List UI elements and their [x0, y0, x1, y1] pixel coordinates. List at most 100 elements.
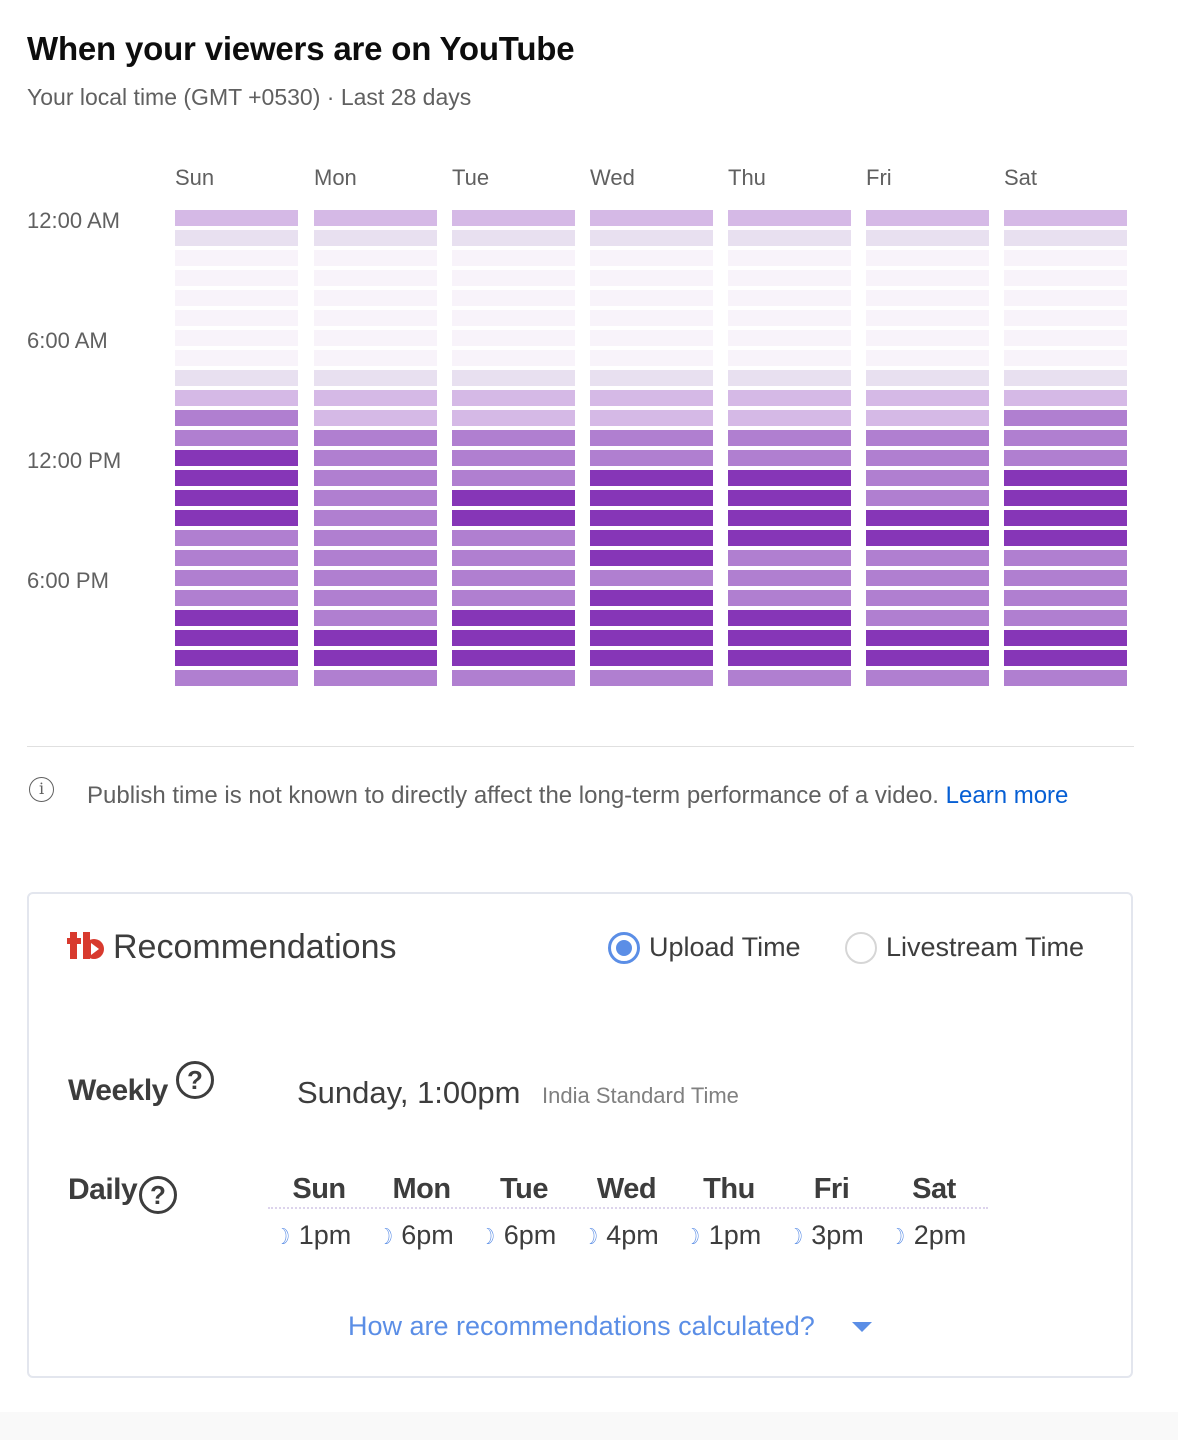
upload-time-label[interactable]: Upload Time [649, 932, 801, 962]
heatmap-cell[interactable] [590, 510, 713, 526]
heatmap-cell[interactable] [728, 450, 851, 466]
heatmap-cell[interactable] [866, 550, 989, 566]
heatmap-cell[interactable] [452, 630, 575, 646]
heatmap-cell[interactable] [590, 650, 713, 666]
heatmap-cell[interactable] [452, 470, 575, 486]
heatmap-cell[interactable] [590, 570, 713, 586]
heatmap-cell[interactable] [314, 330, 437, 346]
heatmap-cell[interactable] [590, 250, 713, 266]
heatmap-cell[interactable] [728, 510, 851, 526]
heatmap-cell[interactable] [452, 390, 575, 406]
heatmap-cell[interactable] [728, 630, 851, 646]
heatmap-cell[interactable] [1004, 550, 1127, 566]
heatmap-cell[interactable] [175, 370, 298, 386]
heatmap-cell[interactable] [452, 670, 575, 686]
heatmap-cell[interactable] [175, 550, 298, 566]
heatmap-cell[interactable] [1004, 430, 1127, 446]
heatmap-cell[interactable] [866, 210, 989, 226]
heatmap-cell[interactable] [1004, 470, 1127, 486]
heatmap-cell[interactable] [866, 310, 989, 326]
heatmap-cell[interactable] [728, 270, 851, 286]
heatmap-cell[interactable] [452, 570, 575, 586]
heatmap-cell[interactable] [175, 290, 298, 306]
heatmap-cell[interactable] [590, 630, 713, 646]
heatmap-cell[interactable] [452, 370, 575, 386]
heatmap-cell[interactable] [175, 330, 298, 346]
heatmap-cell[interactable] [175, 510, 298, 526]
heatmap-cell[interactable] [1004, 570, 1127, 586]
heatmap-cell[interactable] [590, 270, 713, 286]
heatmap-cell[interactable] [175, 430, 298, 446]
heatmap-cell[interactable] [452, 410, 575, 426]
heatmap-cell[interactable] [1004, 450, 1127, 466]
heatmap-cell[interactable] [728, 230, 851, 246]
heatmap-cell[interactable] [866, 590, 989, 606]
heatmap-cell[interactable] [314, 370, 437, 386]
heatmap-cell[interactable] [866, 270, 989, 286]
heatmap-cell[interactable] [728, 670, 851, 686]
heatmap-cell[interactable] [590, 550, 713, 566]
heatmap-cell[interactable] [175, 610, 298, 626]
heatmap-cell[interactable] [728, 410, 851, 426]
heatmap-cell[interactable] [728, 390, 851, 406]
heatmap-cell[interactable] [175, 210, 298, 226]
heatmap-cell[interactable] [314, 210, 437, 226]
heatmap-cell[interactable] [314, 650, 437, 666]
heatmap-cell[interactable] [866, 570, 989, 586]
heatmap-cell[interactable] [314, 230, 437, 246]
heatmap-cell[interactable] [175, 390, 298, 406]
heatmap-cell[interactable] [452, 610, 575, 626]
heatmap-cell[interactable] [1004, 590, 1127, 606]
heatmap-cell[interactable] [314, 450, 437, 466]
heatmap-cell[interactable] [590, 590, 713, 606]
heatmap-cell[interactable] [175, 490, 298, 506]
heatmap-cell[interactable] [590, 350, 713, 366]
heatmap-cell[interactable] [452, 250, 575, 266]
heatmap-cell[interactable] [314, 570, 437, 586]
heatmap-cell[interactable] [866, 290, 989, 306]
heatmap-cell[interactable] [314, 530, 437, 546]
heatmap-cell[interactable] [1004, 390, 1127, 406]
heatmap-cell[interactable] [728, 650, 851, 666]
caret-down-icon[interactable] [852, 1322, 872, 1332]
heatmap-cell[interactable] [452, 290, 575, 306]
heatmap-cell[interactable] [866, 510, 989, 526]
heatmap-cell[interactable] [175, 570, 298, 586]
heatmap-cell[interactable] [314, 430, 437, 446]
heatmap-cell[interactable] [866, 330, 989, 346]
heatmap-cell[interactable] [728, 330, 851, 346]
heatmap-cell[interactable] [314, 270, 437, 286]
heatmap-cell[interactable] [452, 550, 575, 566]
heatmap-cell[interactable] [1004, 310, 1127, 326]
heatmap-cell[interactable] [866, 490, 989, 506]
heatmap-cell[interactable] [1004, 290, 1127, 306]
heatmap-cell[interactable] [866, 350, 989, 366]
heatmap-cell[interactable] [590, 470, 713, 486]
heatmap-cell[interactable] [452, 430, 575, 446]
heatmap-cell[interactable] [728, 590, 851, 606]
heatmap-cell[interactable] [175, 450, 298, 466]
heatmap-cell[interactable] [866, 650, 989, 666]
heatmap-cell[interactable] [590, 370, 713, 386]
heatmap-cell[interactable] [314, 290, 437, 306]
livestream-time-label[interactable]: Livestream Time [886, 932, 1085, 962]
heatmap-cell[interactable] [590, 210, 713, 226]
heatmap-cell[interactable] [1004, 610, 1127, 626]
heatmap-cell[interactable] [452, 210, 575, 226]
heatmap-cell[interactable] [866, 370, 989, 386]
heatmap-cell[interactable] [728, 570, 851, 586]
heatmap-cell[interactable] [1004, 270, 1127, 286]
heatmap-cell[interactable] [1004, 650, 1127, 666]
heatmap-cell[interactable] [728, 430, 851, 446]
heatmap-cell[interactable] [314, 590, 437, 606]
heatmap-cell[interactable] [866, 410, 989, 426]
heatmap-cell[interactable] [728, 530, 851, 546]
heatmap-cell[interactable] [728, 210, 851, 226]
heatmap-cell[interactable] [314, 550, 437, 566]
weekly-help-icon[interactable]: ? [176, 1061, 214, 1099]
heatmap-cell[interactable] [175, 530, 298, 546]
heatmap-cell[interactable] [452, 590, 575, 606]
heatmap-cell[interactable] [866, 250, 989, 266]
upload-time-radio[interactable] [608, 932, 640, 964]
heatmap-cell[interactable] [452, 230, 575, 246]
